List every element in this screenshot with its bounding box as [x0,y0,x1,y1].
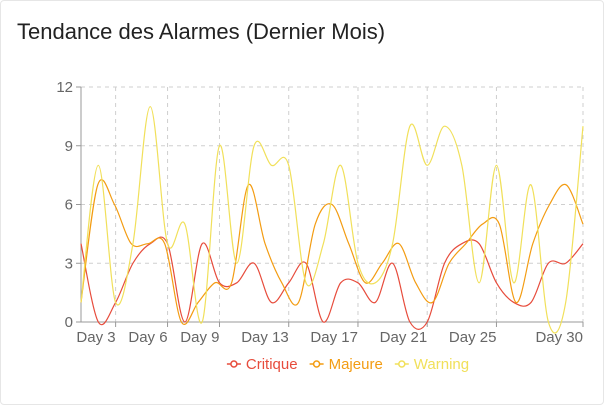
legend-marker-icon [312,360,321,368]
x-tick-label: Day 30 [535,329,583,346]
series [80,105,584,334]
y-tick-label: 9 [65,138,73,155]
chart-title: Tendance des Alarmes (Dernier Mois) [17,19,386,44]
series-line-warning [80,105,584,334]
x-tick-label: Day 17 [310,329,358,346]
legend-item-critique[interactable]: Critique [226,356,298,373]
legend-item-majeure[interactable]: Majeure [309,356,383,373]
x-tick-label: Day 13 [241,329,289,346]
legend-marker-icon [398,360,406,368]
axes: 0 3 6 9 12 Day 3 Day 6 Day 9 Day 13 Day 17 Day 21 D… [56,79,584,346]
x-tick-label: Day 21 [380,329,428,346]
y-tick-label: 12 [56,79,73,96]
legend-label: Warning [414,356,469,373]
legend-marker-icon [230,360,238,368]
y-tick-label: 0 [65,314,73,331]
legend-label: Majeure [329,356,383,373]
x-tick-label: Day 6 [128,329,167,346]
legend-label: Critique [246,356,298,373]
x-tick-label: Day 9 [180,329,219,346]
y-tick-label: 3 [65,255,73,272]
x-tick-label: Day 25 [449,329,497,346]
series-line-majeure [80,179,584,325]
y-tick-label: 6 [65,197,73,214]
legend-item-warning[interactable]: Warning [394,356,469,373]
x-tick-label: Day 3 [76,329,115,346]
legend: Critique Majeure Warning [226,356,469,373]
